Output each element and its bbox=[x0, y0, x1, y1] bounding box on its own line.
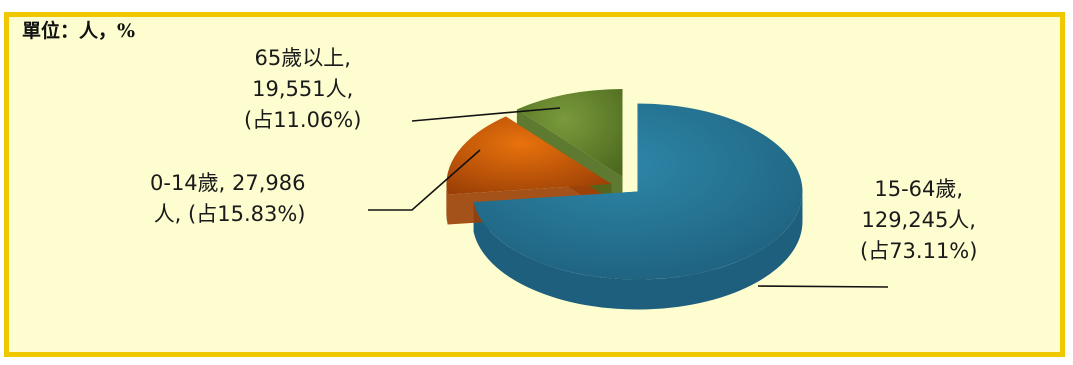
slice-label-0-14-line2: 人, (占15.83%) bbox=[153, 202, 306, 226]
slice-label-65-plus-line1: 65歲以上, bbox=[254, 46, 351, 70]
slice-label-0-14: 0-14歲, 27,986 人, (占15.83%) bbox=[150, 168, 306, 230]
leader-line-15-64 bbox=[757, 285, 889, 288]
slice-label-15-64-line1: 15-64歲, bbox=[874, 177, 964, 201]
slice-15-64 bbox=[473, 103, 803, 280]
leader-line-0-14 bbox=[368, 149, 481, 211]
slice-label-15-64-line3: (占73.11%) bbox=[860, 239, 978, 263]
slice-label-15-64: 15-64歲, 129,245人, (占73.11%) bbox=[860, 174, 977, 267]
slice-label-0-14-line1: 0-14歲, 27,986 bbox=[150, 171, 306, 195]
unit-label: 單位：人，% bbox=[22, 20, 136, 42]
slice-0-14 bbox=[446, 116, 612, 195]
slice-label-65-plus-line2: 19,551人, bbox=[252, 77, 354, 101]
slice-65-plus bbox=[516, 88, 623, 177]
slice-label-15-64-line2: 129,245人, bbox=[861, 208, 976, 232]
slice-label-65-plus-line3: (占11.06%) bbox=[244, 108, 362, 132]
slice-label-65-plus: 65歲以上, 19,551人, (占11.06%) bbox=[244, 43, 361, 136]
leader-line-65-plus bbox=[411, 107, 561, 122]
